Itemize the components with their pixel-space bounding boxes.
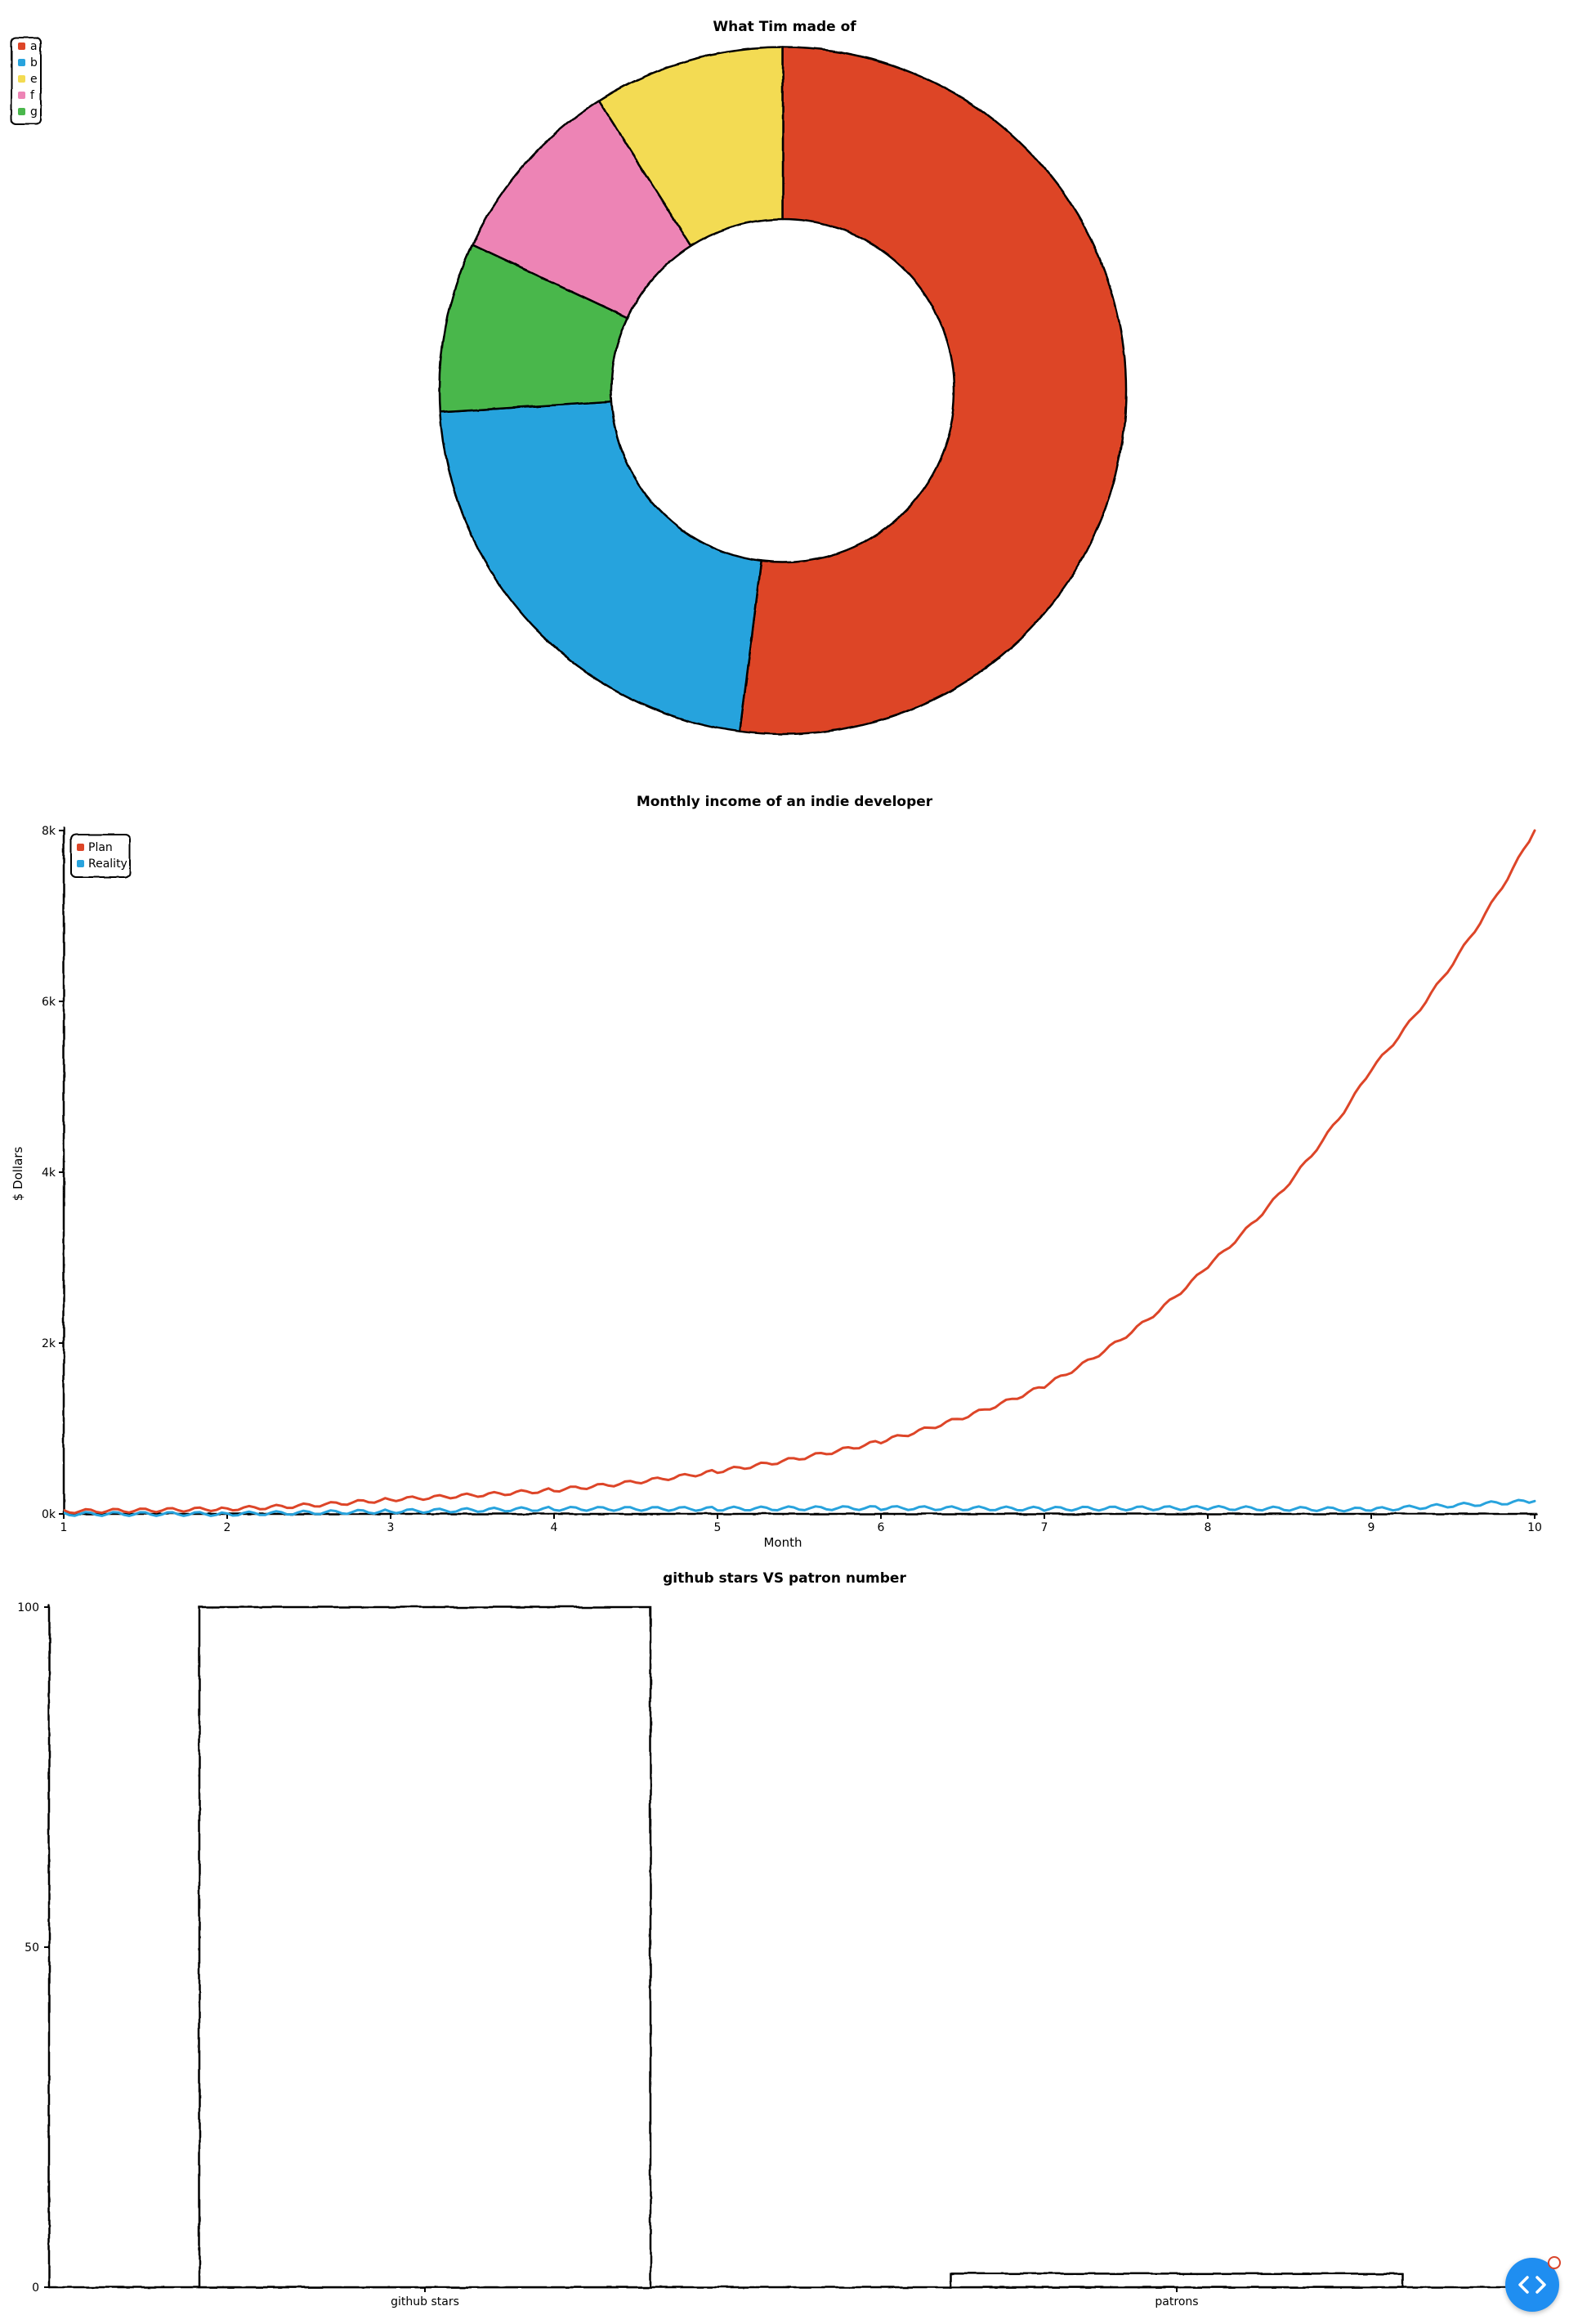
line-xtick-label: 3 xyxy=(387,1521,395,1534)
donut-chart-title: What Tim made of xyxy=(713,19,856,35)
line-xtick-label: 8 xyxy=(1205,1521,1212,1534)
donut-legend-label-b: b xyxy=(30,56,38,69)
line-ytick-label: 6k xyxy=(42,996,56,1009)
donut-slice-b xyxy=(439,400,762,732)
bar-ytick-label: 0 xyxy=(32,2281,39,2295)
line-legend-label-plan: Plan xyxy=(88,841,113,854)
bar-category-label: patrons xyxy=(1155,2295,1198,2308)
line-chart-series xyxy=(64,829,1536,1517)
line-chart-ticks: 1 2 3 4 5 6 7 8 9 10 0k 2k 4k 6k 8k xyxy=(42,825,1542,1534)
line-xtick-label: 4 xyxy=(551,1521,558,1534)
donut-legend-label-f: f xyxy=(30,89,35,102)
line-xtick-label: 2 xyxy=(224,1521,231,1534)
donut-legend-swatch-a xyxy=(18,43,25,50)
bar-chart-title: github stars VS patron number xyxy=(663,1570,906,1587)
bar-patrons xyxy=(950,2273,1404,2289)
bar-chart-ticks: 0 50 100 xyxy=(17,1601,49,2295)
line-xtick-label: 5 xyxy=(714,1521,722,1534)
line-ytick-label: 0k xyxy=(42,1508,56,1521)
line-legend-label-reality: Reality xyxy=(88,858,127,871)
line-ytick-label: 4k xyxy=(42,1166,56,1180)
donut-legend-label-a: a xyxy=(30,40,38,53)
bar-chart-bars xyxy=(198,1605,1404,2289)
line-xtick-label: 9 xyxy=(1368,1521,1375,1534)
line-legend-swatch-plan xyxy=(77,844,84,851)
bar-chart-category-labels: github stars patrons xyxy=(391,2287,1199,2308)
donut-slices xyxy=(438,46,1128,736)
line-ytick-label: 2k xyxy=(42,1337,56,1350)
line-series-plan xyxy=(64,829,1536,1515)
line-chart: Monthly income of an indie developer $ D… xyxy=(11,794,1542,1550)
donut-slice-a xyxy=(739,46,1128,736)
bar-github-stars xyxy=(198,1605,652,2289)
line-legend-items: Plan Reality xyxy=(77,841,127,871)
line-chart-axes xyxy=(62,826,1538,1516)
bar-chart: github stars VS patron number 0 50 100 git… xyxy=(17,1570,1554,2308)
donut-slice-e xyxy=(597,46,784,247)
line-xtick-label: 10 xyxy=(1527,1521,1542,1534)
line-legend-box xyxy=(70,834,131,878)
line-series-reality xyxy=(64,1498,1536,1517)
notification-badge-icon xyxy=(1548,2256,1561,2269)
donut-legend-swatch-e xyxy=(18,75,25,83)
line-legend-swatch-reality xyxy=(77,860,84,867)
line-xtick-label: 1 xyxy=(60,1521,68,1534)
line-xtick-label: 7 xyxy=(1041,1521,1048,1534)
donut-legend-label-e: e xyxy=(30,73,38,86)
donut-legend-box xyxy=(11,37,42,125)
line-xtick-label: 6 xyxy=(878,1521,885,1534)
line-chart-xlabel: Month xyxy=(763,1535,802,1550)
line-legend: Plan Reality xyxy=(70,834,131,878)
bar-ytick-label: 50 xyxy=(25,1941,39,1955)
donut-legend-swatch-b xyxy=(18,59,25,66)
code-brackets-icon xyxy=(1518,2276,1546,2294)
line-chart-ylabel: $ Dollars xyxy=(11,1147,25,1202)
donut-legend-label-g: g xyxy=(30,105,38,119)
line-ytick-label: 8k xyxy=(42,825,56,838)
donut-legend-swatch-f xyxy=(18,92,25,99)
line-chart-title: Monthly income of an indie developer xyxy=(637,794,933,810)
code-toggle-button[interactable] xyxy=(1505,2256,1561,2312)
donut-legend-swatch-g xyxy=(18,108,25,115)
bar-ytick-label: 100 xyxy=(17,1601,39,1614)
bar-category-label: github stars xyxy=(391,2295,459,2308)
